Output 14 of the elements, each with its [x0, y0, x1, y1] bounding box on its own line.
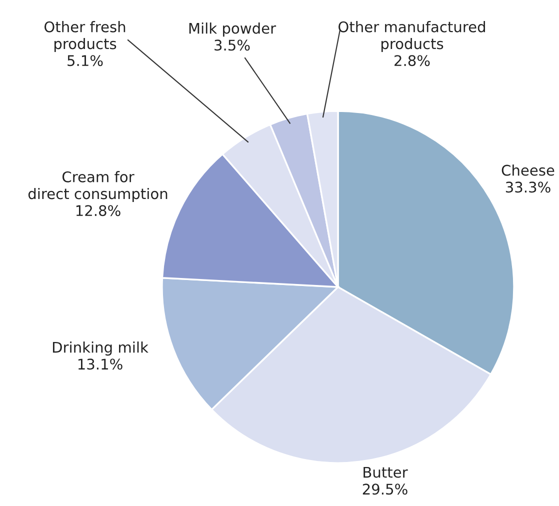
data-label: 29.5%: [362, 484, 408, 495]
slice-label: Milk powder: [189, 22, 276, 37]
slice-label: Cheese: [502, 164, 554, 176]
data-label: 13.1%: [78, 358, 122, 370]
slice-label: Other fresh products: [44, 21, 126, 52]
data-label: 3.5%: [214, 40, 250, 51]
data-label: 33.3%: [506, 182, 550, 193]
data-label: 12.8%: [76, 205, 120, 216]
slice-label: Butter: [364, 466, 408, 478]
data-label: 2.8%: [394, 55, 430, 66]
slice-label: Other manufactured products: [338, 21, 485, 52]
slice-label: Cream for direct consumption: [28, 171, 168, 202]
slice-label: Drinking milk: [52, 342, 148, 356]
data-label: 5.1%: [68, 55, 103, 66]
